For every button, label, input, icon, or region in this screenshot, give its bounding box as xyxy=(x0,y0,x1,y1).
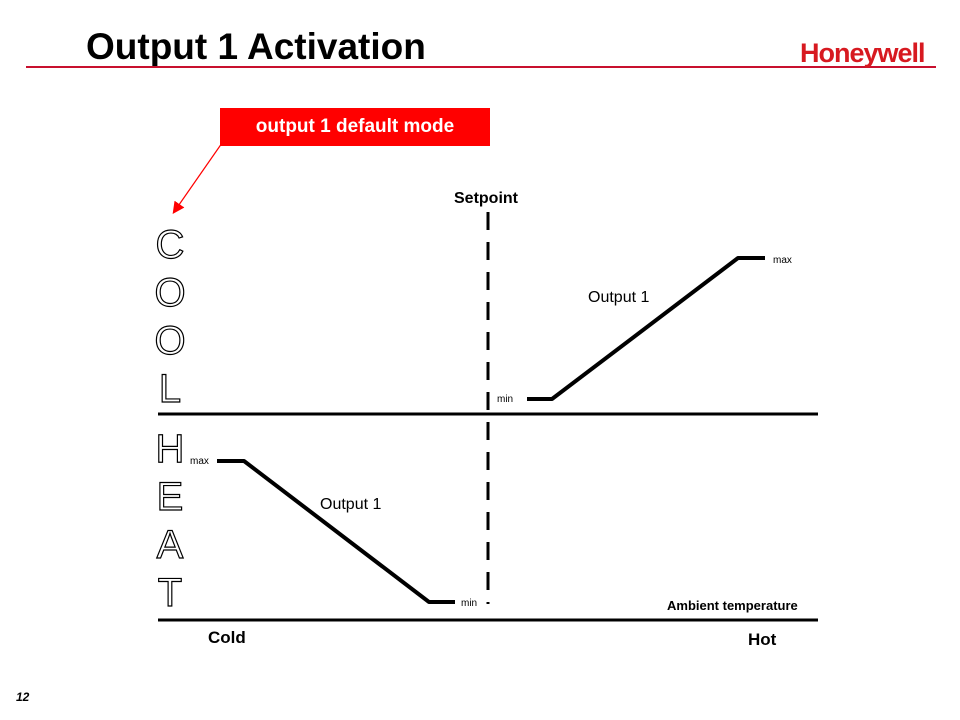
page-title: Output 1 Activation xyxy=(86,26,426,67)
heat-label: H E A T xyxy=(155,426,185,615)
cool-letter: C xyxy=(156,223,185,267)
heat-series-label: Output 1 xyxy=(320,496,381,513)
heat-letter: A xyxy=(157,523,184,567)
cool-letter: O xyxy=(154,271,185,315)
heat-min-label: min xyxy=(461,598,477,609)
cool-label: C O O L xyxy=(154,222,186,411)
heat-letter: E xyxy=(157,475,184,519)
cool-letter: O xyxy=(154,319,185,363)
setpoint-label: Setpoint xyxy=(454,190,519,207)
heat-letter: T xyxy=(158,571,182,615)
x-axis-title: Ambient temperature xyxy=(667,598,798,613)
cool-letter: L xyxy=(159,367,181,411)
cool-min-label: min xyxy=(497,394,513,405)
cold-label: Cold xyxy=(208,628,246,647)
heat-max-label: max xyxy=(190,456,209,467)
cool-output-curve xyxy=(527,256,765,401)
title-divider xyxy=(26,66,936,68)
callout-arrow xyxy=(172,142,223,214)
cool-series-label: Output 1 xyxy=(588,289,649,306)
heat-letter: H xyxy=(156,427,185,471)
default-mode-callout: output 1 default mode xyxy=(220,108,490,146)
heat-output-curve xyxy=(217,459,455,604)
honeywell-logo: Honeywell xyxy=(800,38,926,68)
page-number: 12 xyxy=(16,690,30,704)
hot-label: Hot xyxy=(748,630,777,649)
cool-max-label: max xyxy=(773,255,792,266)
